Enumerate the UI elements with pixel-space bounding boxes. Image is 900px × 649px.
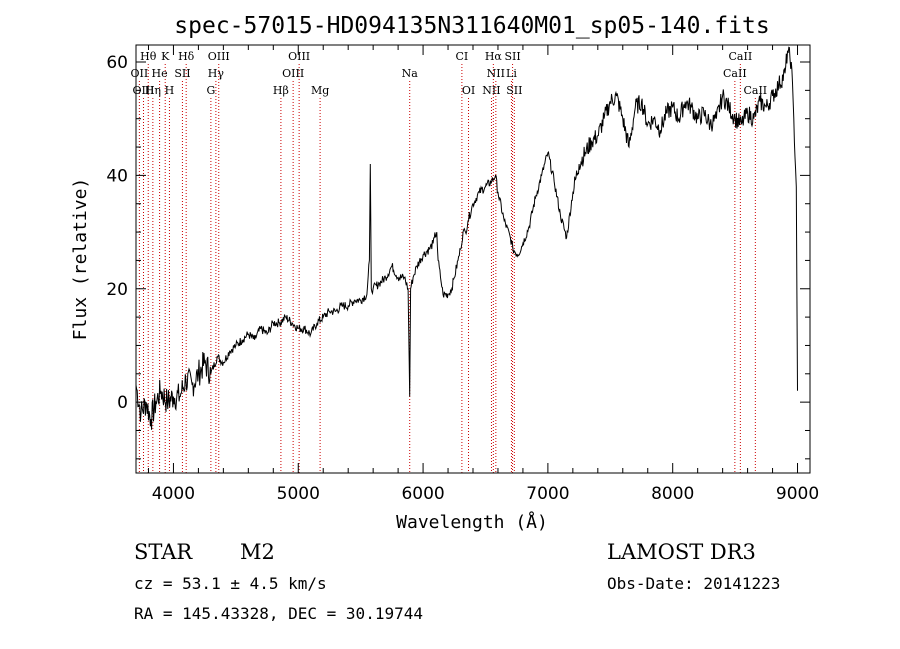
observation-date: Obs-Date: 20141223 [607,574,781,593]
marker-label-19: Hη [145,84,161,97]
marker-label-11: SII [174,67,190,80]
y-axis-label: Flux (relative) [70,178,91,341]
marker-label-18: OIII [132,84,154,97]
marker-label-16: Li [506,67,517,80]
marker-label-12: Hγ [208,67,225,80]
marker-label-15: NII [487,67,505,80]
marker-label-0: Hθ [140,50,157,63]
marker-label-27: CaII [743,84,767,97]
marker-label-3: OIII [208,50,230,63]
marker-label-13: OIII [282,67,304,80]
survey-label: LAMOST DR3 [607,540,756,564]
marker-label-9: OII [131,67,149,80]
coordinates: RA = 145.43328, DEC = 30.19744 [134,604,423,623]
marker-label-24: OI [462,84,475,97]
x-tick-label: 8000 [651,484,694,504]
y-tick-label: 40 [106,166,128,186]
subclass-label: M2 [240,540,275,564]
marker-label-1: K [161,50,170,63]
x-tick-label: 9000 [776,484,819,504]
marker-label-2: Hδ [178,50,195,63]
x-axis: 4000 5000 6000 7000 8000 9000 [147,45,819,504]
marker-label-25: NII [482,84,500,97]
marker-label-20: H [165,84,175,97]
marker-label-6: Hα [485,50,503,63]
x-tick-label: 4000 [152,484,195,504]
x-tick-label: 7000 [526,484,569,504]
y-tick-label: 0 [117,393,128,413]
x-tick-label: 6000 [401,484,444,504]
marker-label-23: Mg [311,84,329,97]
x-axis-label: Wavelength (Å) [396,511,548,533]
plot-frame [135,44,811,474]
redshift-cz: cz = 53.1 ± 4.5 km/s [134,574,327,593]
y-tick-label: 20 [106,280,128,300]
marker-label-14: Na [402,67,419,80]
y-tick-label: 60 [106,53,128,73]
marker-label-21: G [206,84,215,97]
marker-label-26: SII [506,84,522,97]
marker-label-8: CaII [729,50,753,63]
marker-label-17: CaII [723,67,747,80]
marker-label-4: OIII [288,50,310,63]
class-label: STAR [134,540,193,564]
chart-title: spec-57015-HD094135N311640M01_sp05-140.f… [174,13,769,39]
marker-label-22: Hβ [273,84,289,97]
x-tick-label: 5000 [277,484,320,504]
marker-label-7: SII [504,50,520,63]
spectrum-line [135,46,798,430]
marker-label-5: CI [456,50,469,63]
marker-label-10: He [152,67,168,80]
y-axis: 0 20 40 60 [106,53,810,460]
